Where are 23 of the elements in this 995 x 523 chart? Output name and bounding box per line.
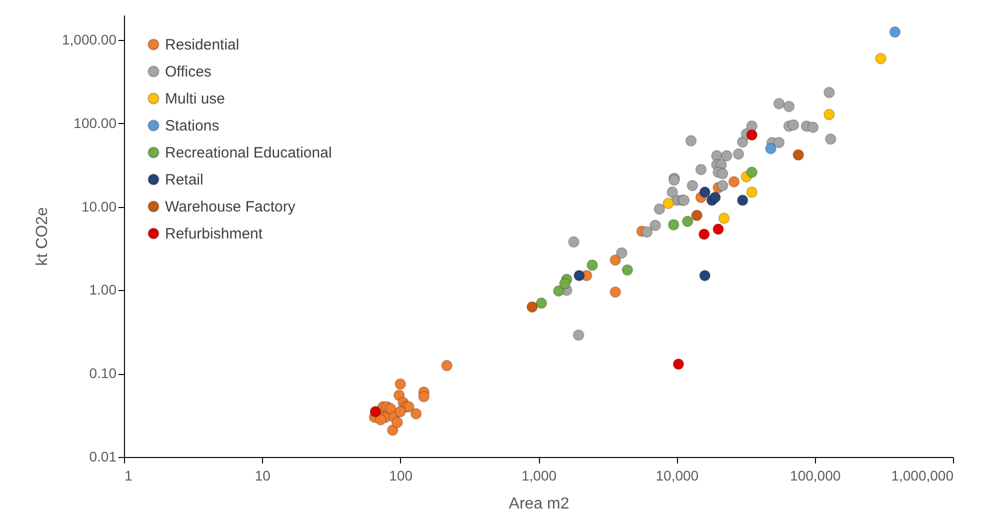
y-tick-label: 0.10 (89, 365, 117, 382)
legend-label: Retail (165, 172, 204, 188)
legend-label: Residential (165, 36, 240, 54)
x-tick-label: 1,000,000 (891, 468, 954, 484)
x-tick-label: 10 (254, 468, 271, 484)
x-tick-label: 1,000 (521, 468, 557, 484)
y-tick-label: 1.00 (89, 282, 117, 298)
x-tick-label: 100,000 (790, 468, 841, 484)
legend-label: Stations (165, 118, 220, 134)
x-tick-label: 10,000 (656, 468, 699, 484)
legend-label: Multi use (165, 90, 226, 108)
legend-label: Warehouse Factory (165, 198, 296, 216)
y-tick-label: 0.01 (89, 448, 117, 464)
x-axis-title: Area m2 (508, 496, 570, 512)
x-tick-label: 1 (124, 468, 132, 484)
x-tick-label: 100 (389, 468, 413, 484)
y-tick-label: 1,000.00 (62, 32, 117, 48)
legend-label: Refurbishment (165, 226, 264, 242)
y-tick-label: 10.00 (81, 198, 117, 214)
legend-label: Offices (165, 64, 212, 80)
legend-label: Recreational Educational (165, 144, 332, 162)
y-tick-label: 100.00 (74, 114, 117, 131)
y-axis-title: kt CO2e (34, 207, 52, 266)
